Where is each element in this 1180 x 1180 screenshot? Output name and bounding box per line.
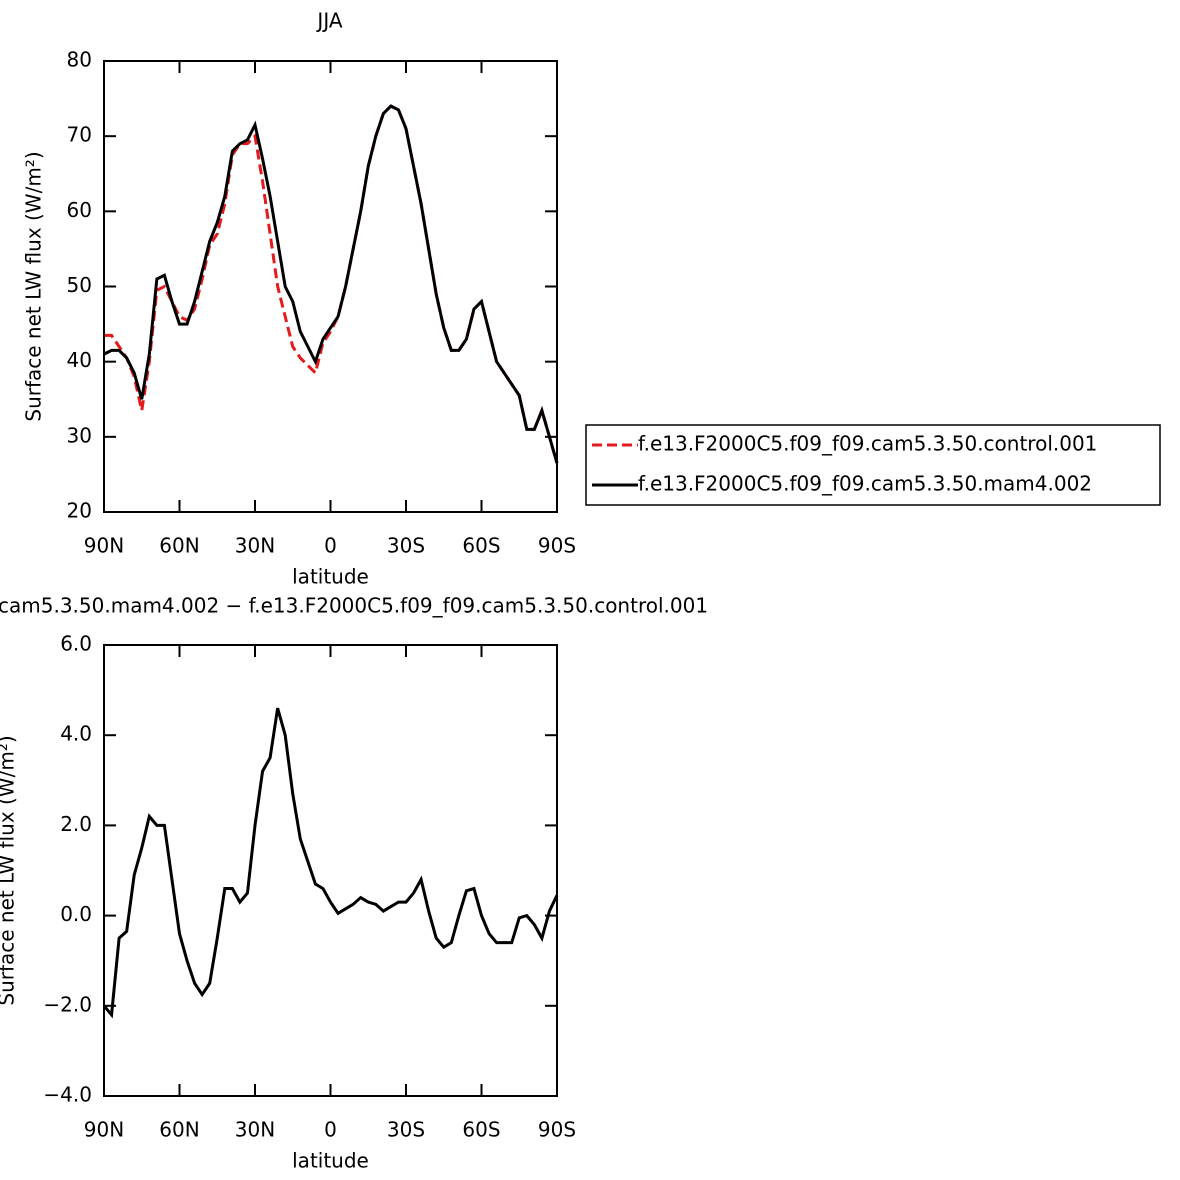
y-tick-label: 70 bbox=[67, 123, 92, 147]
y-tick-label: 60 bbox=[67, 198, 92, 222]
series-line bbox=[103, 104, 559, 464]
x-axis-label: latitude bbox=[292, 565, 369, 589]
x-tick-label: 60S bbox=[462, 1118, 500, 1142]
y-tick-label: 80 bbox=[67, 48, 92, 72]
y-axis-label: Surface net LW flux (W/m²) bbox=[0, 735, 19, 1005]
x-tick-label: 60S bbox=[462, 534, 500, 558]
x-tick-label: 90N bbox=[84, 534, 124, 558]
y-tick-label: 50 bbox=[67, 273, 92, 297]
x-tick-label: 30N bbox=[235, 1118, 275, 1142]
x-tick-label: 0 bbox=[324, 534, 337, 558]
x-tick-label: 30S bbox=[387, 534, 425, 558]
x-axis-label: latitude bbox=[292, 1149, 369, 1173]
x-tick-label: 60N bbox=[159, 1118, 199, 1142]
x-tick-label: 90N bbox=[84, 1118, 124, 1142]
y-tick-label: 4.0 bbox=[60, 722, 92, 746]
x-tick-label: 30N bbox=[235, 534, 275, 558]
legend-box bbox=[585, 424, 1161, 506]
y-tick-label: 30 bbox=[67, 423, 92, 447]
plot-frame bbox=[103, 644, 558, 1097]
y-tick-label: 2.0 bbox=[60, 812, 92, 836]
plot-frame bbox=[103, 60, 558, 513]
x-tick-label: 90S bbox=[538, 1118, 576, 1142]
x-tick-label: 60N bbox=[159, 534, 199, 558]
legend-label: f.e13.F2000C5.f09_f09.cam5.3.50.mam4.002 bbox=[638, 472, 1092, 496]
series-line bbox=[102, 707, 559, 1019]
y-tick-label: 40 bbox=[67, 348, 92, 372]
x-tick-label: 90S bbox=[538, 534, 576, 558]
chart-title: cam5.3.50.mam4.002 − f.e13.F2000C5.f09_f… bbox=[0, 594, 708, 618]
y-tick-label: 0.0 bbox=[60, 902, 92, 926]
x-tick-label: 30S bbox=[387, 1118, 425, 1142]
x-tick-label: 0 bbox=[324, 1118, 337, 1142]
y-tick-label: −4.0 bbox=[43, 1083, 92, 1107]
chart-title: JJA bbox=[315, 9, 342, 33]
y-tick-label: 20 bbox=[67, 499, 92, 523]
series-line bbox=[104, 104, 559, 464]
y-tick-label: 6.0 bbox=[60, 632, 92, 656]
y-tick-label: −2.0 bbox=[43, 992, 92, 1016]
legend-label: f.e13.F2000C5.f09_f09.cam5.3.50.control.… bbox=[638, 432, 1097, 456]
y-axis-label: Surface net LW flux (W/m²) bbox=[22, 151, 46, 421]
